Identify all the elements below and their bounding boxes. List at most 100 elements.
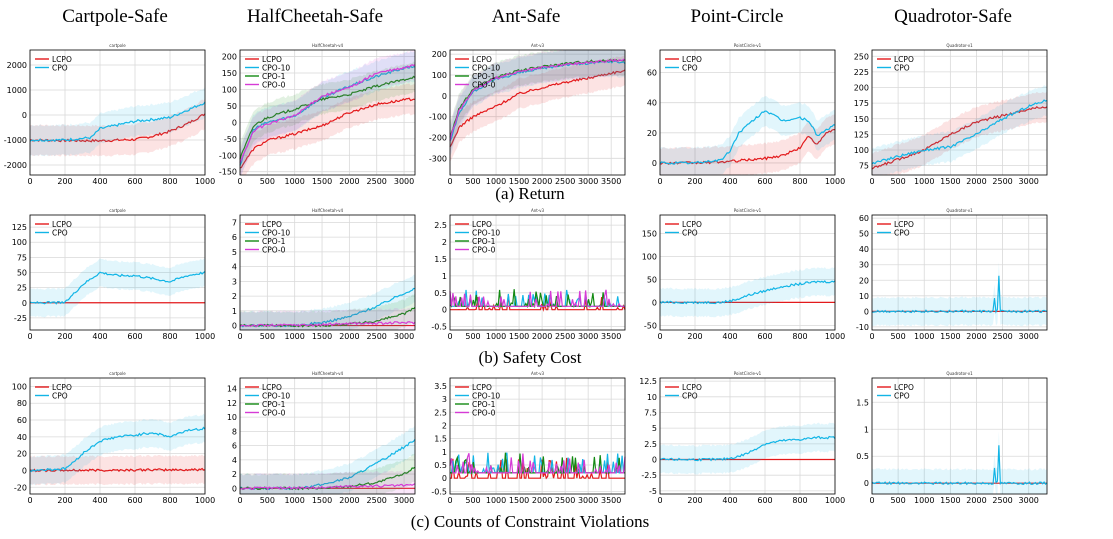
y-tick-label: 200 [432,50,447,59]
plot-frame [449,214,626,331]
legend-entry: CPO-10 [472,392,500,401]
legend-entry: CPO [894,229,910,238]
x-tick-label: 1500 [312,332,332,341]
legend-entry: LCPO [52,383,72,392]
x-tick-label: 3000 [1019,177,1039,186]
series-band-cpo [30,86,205,157]
legend-entry: LCPO [262,55,282,64]
y-tick-label: 75 [859,162,869,171]
x-tick-label: 0 [237,496,242,505]
x-tick-label: 600 [127,496,142,505]
legend-entry: LCPO [52,220,72,229]
x-tick-label: 400 [722,332,737,341]
y-tick-label: 60 [17,416,27,425]
y-tick-label: 1000 [7,86,27,95]
y-tick-label: 100 [12,238,27,247]
series-band-cpo-0 [450,50,625,156]
series-line-cpo-1 [239,75,416,160]
y-tick-label: 0 [442,474,447,483]
y-tick-label: -50 [644,321,657,330]
subplot-title: Ant-v3 [531,43,545,48]
y-tick-label: 3 [442,395,447,404]
series-band-cpo-1 [240,293,415,330]
legend-entry: LCPO [894,220,914,229]
x-tick-label: 0 [657,332,662,341]
y-tick-label: 2 [442,238,447,247]
y-tick-label: 100 [12,382,27,391]
x-tick-label: 2000 [339,177,359,186]
y-tick-label: 3 [232,277,237,286]
y-tick-label: -0.5 [431,487,447,496]
x-tick-label: 2500 [367,177,387,186]
plot-frame [239,49,416,176]
x-tick-label: 3000 [1019,332,1039,341]
series-band-cpo-1 [240,61,415,175]
legend-entry: CPO-1 [262,72,286,81]
column-title-ant: Ant-Safe [491,6,561,27]
y-tick-label: 2000 [7,61,27,70]
x-tick-label: 800 [792,332,807,341]
x-tick-label: 1000 [825,332,845,341]
plot-frame [29,49,206,176]
caption-safety-cost: (b) Safety Cost [478,348,582,367]
subplot-1: 0 200 400 600 800 1000 -2000 -1000 0 1000 2000 cart… [4,43,215,186]
x-tick-label: 2500 [555,177,575,186]
x-tick-label: 800 [792,177,807,186]
subplot-title: HalfCheetah-v4 [312,371,343,376]
legend-entry: CPO [894,64,910,73]
legend-entry: CPO-10 [472,229,500,238]
series-line-cpo [29,271,206,305]
x-tick-label: 1000 [486,177,506,186]
x-tick-label: 1500 [312,496,332,505]
x-tick-label: 2500 [992,177,1012,186]
legend-entry: LCPO [262,383,282,392]
y-tick-label: -25 [14,314,27,323]
x-tick-label: 500 [890,177,905,186]
x-tick-label: 0 [237,177,242,186]
y-tick-label: 14 [227,385,237,394]
x-tick-label: 500 [465,496,480,505]
plot-frame [659,214,836,331]
subplot-5: 0 500 1000 1500 2000 2500 3000 75 100 125 150 175 20… [854,43,1048,186]
x-tick-label: 2000 [532,332,552,341]
subplot-6: 0 200 400 600 800 1000-250255075100125cartpol… [12,208,215,341]
y-tick-label: 0 [864,479,869,488]
subplot-9: 0 200 400 600 800 1000-50050100150PointCircle… [642,208,845,341]
y-tick-label: 0 [652,456,657,465]
x-tick-label: 0 [447,496,452,505]
x-tick-label: 500 [890,332,905,341]
legend-entry: CPO [682,392,698,401]
y-tick-label: 0 [864,307,869,316]
x-tick-label: 1000 [285,496,305,505]
y-tick-label: 10 [859,292,869,301]
subplot-title: Ant-v3 [531,371,545,376]
series-line-cpo-0 [239,64,416,163]
plot-frame [871,214,1048,331]
x-tick-label: 3000 [394,496,414,505]
subplot-7: 0 500 1000 1500 2000 2500 3000 0 1 2 3 4 5 6 7 HalfChee… [232,208,416,341]
x-tick-label: 1000 [486,332,506,341]
x-tick-label: 2000 [966,496,986,505]
series-line-cpo [871,445,1048,486]
x-tick-label: 3500 [601,177,621,186]
subplot-title: cartpole [109,371,126,376]
plot-frame [29,214,206,331]
y-tick-label: 0 [232,484,237,493]
legend-entry: CPO-10 [262,229,290,238]
series-line-cpo-1 [450,452,625,475]
series-band-cpo-0 [240,469,415,494]
x-tick-label: 0 [27,332,32,341]
plot-frame [239,214,416,331]
y-tick-label: 2 [232,470,237,479]
subplot-title: PointCircle-v1 [734,371,762,376]
series-line-lcpo [239,97,416,169]
legend-entry: LCPO [52,55,72,64]
x-tick-label: 500 [260,177,275,186]
legend-entry: CPO-0 [262,81,286,90]
legend-entry: LCPO [682,383,702,392]
series-band-lcpo [450,54,625,162]
series-line-cpo-0 [239,483,416,491]
y-tick-label: 6 [232,442,237,451]
legend-entry: CPO-10 [262,392,290,401]
series-band-cpo-1 [450,50,625,153]
